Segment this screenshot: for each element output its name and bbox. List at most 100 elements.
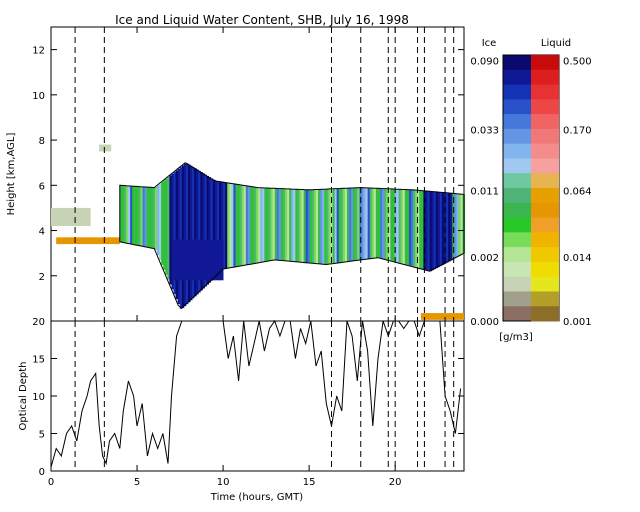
cloud-column — [384, 188, 387, 260]
colorbar-liquid-swatch — [531, 188, 559, 204]
cloud-column — [400, 189, 404, 264]
top-y-axis-label: Height [km,AGL] — [6, 133, 17, 216]
cloud-column — [386, 188, 389, 260]
colorbar-ice-tick: 0.033 — [470, 125, 499, 136]
cloud-column — [282, 188, 286, 261]
cloud-column — [454, 193, 457, 259]
cloud-column — [264, 187, 267, 262]
cloud-core — [215, 239, 219, 281]
cloud-column — [266, 187, 269, 262]
cloud-column — [313, 189, 317, 264]
cloud-column — [330, 188, 333, 264]
cloud-column — [429, 191, 433, 272]
cloud-column — [435, 191, 439, 268]
cloud-column — [175, 170, 179, 300]
cloud-column — [334, 188, 338, 264]
colorbar-liquid-swatch — [531, 202, 559, 219]
cloud-column — [231, 183, 234, 268]
colorbar-liquid-swatch — [531, 84, 559, 100]
cloud-core — [217, 239, 221, 281]
cloud-column — [303, 189, 307, 263]
heatmap-panel: 2 4 6 8 10 12 Height [km,AGL] — [6, 26, 466, 322]
colorbar-liquid-swatch — [531, 55, 559, 71]
colorbar-ice-swatch — [503, 143, 531, 159]
cloud-column — [142, 186, 146, 247]
colorbar-ice-tick: 0.011 — [470, 187, 499, 198]
cloud-column — [119, 185, 123, 242]
cloud-column — [431, 191, 435, 271]
colorbar-ice-swatch — [503, 232, 531, 248]
cloud-column — [291, 189, 294, 262]
x-tick-label: 10 — [217, 477, 230, 488]
cloud-column — [121, 185, 125, 243]
cloud-column — [332, 188, 335, 264]
colorbar-liquid-swatch — [531, 291, 559, 307]
cloud-column — [406, 189, 410, 266]
cloud-column — [355, 187, 358, 261]
cloud-column — [377, 188, 381, 258]
cloud-column — [256, 187, 259, 264]
colorbar-ice-swatch — [503, 202, 531, 219]
colorbar-liquid-swatch — [531, 99, 559, 115]
cloud-core — [207, 239, 211, 281]
cloud-column — [398, 189, 402, 264]
cloud-column — [243, 185, 247, 266]
cloud-core — [176, 239, 180, 281]
cloud-column — [245, 185, 249, 266]
cloud-core — [212, 239, 216, 281]
cloud-column — [171, 173, 174, 290]
cloud-column — [437, 192, 441, 267]
small-cloud — [99, 144, 112, 152]
cloud-column — [167, 177, 170, 280]
cloud-column — [369, 187, 373, 259]
cloud-column — [402, 189, 406, 265]
cloud-core — [189, 239, 193, 281]
cloud-column — [367, 187, 371, 260]
cloud-column — [458, 193, 461, 257]
cloud-column — [417, 190, 420, 268]
cloud-column — [136, 186, 139, 246]
cloud-core — [205, 239, 208, 281]
y-tick-label: 12 — [32, 46, 45, 57]
colorbar-liquid-swatch — [531, 114, 559, 130]
cloud-column — [382, 188, 385, 259]
colorbar-ice-swatch — [503, 69, 531, 86]
cloud-column — [320, 189, 323, 264]
cloud-core — [179, 239, 183, 281]
cloud-column — [128, 185, 131, 244]
cloud-column — [140, 186, 143, 246]
colorbar-liquid-swatch — [531, 128, 559, 145]
cloud-column — [187, 164, 191, 303]
colorbar-units: [g/m3] — [499, 332, 533, 343]
cloud-column — [247, 186, 251, 265]
top-x-axis — [50, 27, 396, 321]
cloud-column — [439, 192, 443, 266]
y-tick-label: 5 — [39, 430, 45, 441]
colorbar-ice-swatch — [503, 84, 531, 100]
colorbar-liquid-swatch — [531, 217, 559, 233]
cloud-column — [342, 188, 346, 263]
cloud-column — [179, 167, 183, 309]
cloud-column — [404, 189, 408, 265]
cloud-column — [363, 187, 366, 260]
cloud-column — [394, 189, 397, 263]
cloud-column — [237, 184, 241, 267]
cloud-column — [456, 193, 459, 258]
colorbar-liquid-swatch — [531, 173, 559, 189]
cloud-column — [278, 188, 282, 261]
cloud-column — [349, 188, 352, 262]
figure-title: Ice and Liquid Water Content, SHB, July … — [115, 13, 409, 27]
cloud-column — [433, 191, 437, 270]
cloud-column — [295, 189, 298, 262]
cloud-column — [392, 188, 395, 262]
cloud-column — [340, 188, 344, 263]
cloud-column — [216, 181, 220, 275]
cloud-column — [150, 187, 154, 248]
cloud-column — [157, 185, 160, 256]
cloud-column — [254, 187, 257, 264]
cloud-column — [159, 183, 162, 261]
cloud-column — [293, 189, 296, 262]
colorbar-ice-swatch — [503, 55, 531, 71]
cloud-column — [371, 188, 375, 259]
cloud-column — [338, 188, 342, 263]
